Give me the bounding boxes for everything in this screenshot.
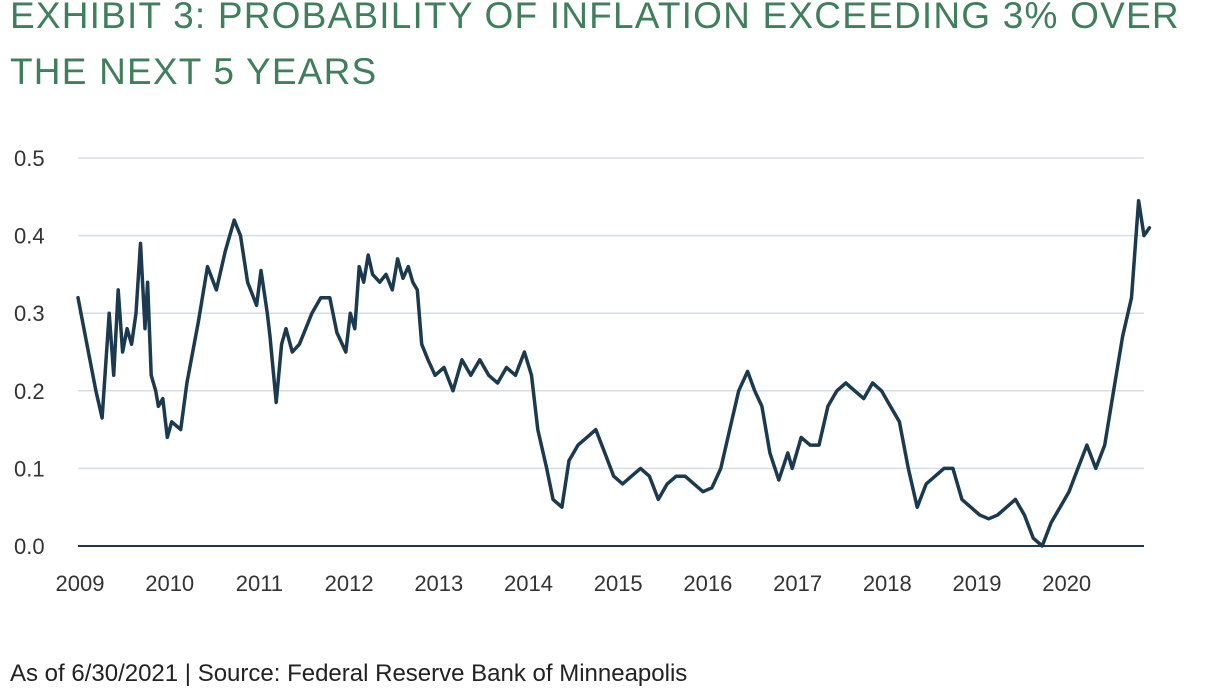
- y-tick-label: 0.3: [14, 301, 45, 326]
- x-tick-label: 2016: [683, 571, 732, 596]
- x-tick-label: 2009: [56, 571, 105, 596]
- series-lines: [76, 198, 1152, 548]
- chart-title: EXHIBIT 3: PROBABILITY OF INFLATION EXCE…: [10, 0, 1180, 92]
- x-tick-label: 2011: [236, 571, 283, 596]
- source-footnote: As of 6/30/2021 | Source: Federal Reserv…: [10, 660, 688, 687]
- y-tick-label: 0.0: [14, 534, 45, 559]
- y-axis-ticks: 0.0 0.1 0.2 0.3 0.4 0.5: [14, 146, 45, 559]
- series-line: [76, 198, 1152, 548]
- x-tick-label: 2013: [414, 571, 463, 596]
- y-tick-label: 0.5: [14, 146, 45, 171]
- x-tick-label: 2018: [863, 571, 912, 596]
- x-tick-label: 2010: [145, 571, 194, 596]
- x-tick-label: 2012: [325, 571, 374, 596]
- x-axis-ticks: 2009 2010 2011 2012 2013 2014 2015 2016 2017 2018…: [56, 571, 1092, 596]
- y-tick-label: 0.4: [14, 224, 45, 249]
- x-tick-label: 2020: [1042, 571, 1091, 596]
- x-tick-label: 2019: [953, 571, 1002, 596]
- y-tick-label: 0.2: [14, 379, 45, 404]
- x-tick-label: 2014: [504, 571, 553, 596]
- y-tick-label: 0.1: [14, 456, 45, 481]
- x-tick-label: 2015: [594, 571, 643, 596]
- x-tick-label: 2017: [773, 571, 822, 596]
- gridlines: [78, 157, 1144, 547]
